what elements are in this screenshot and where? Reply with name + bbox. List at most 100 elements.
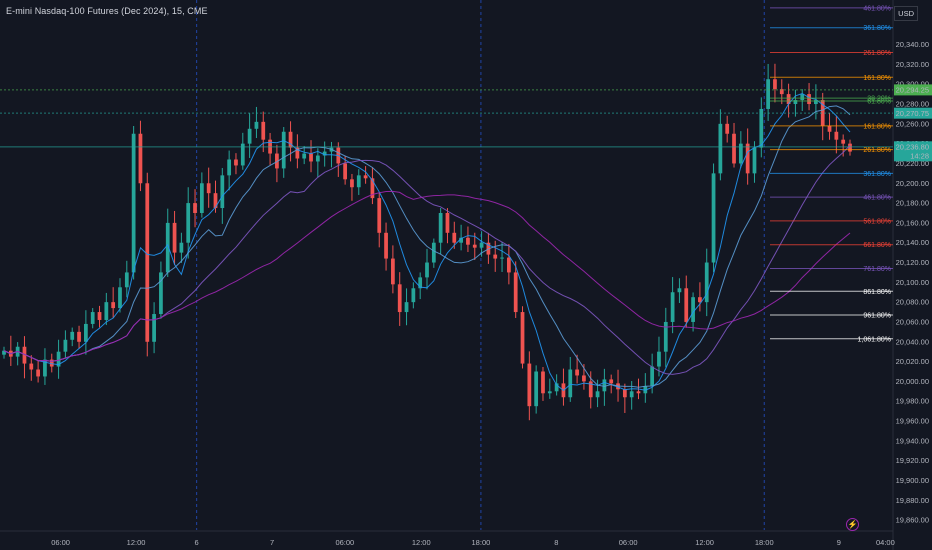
fib-level-label: 561.80%	[863, 218, 891, 225]
time-axis-tick: 9	[836, 538, 841, 547]
time-axis-tick: 06:00	[618, 538, 638, 547]
time-axis-tick: 06:00	[335, 538, 355, 547]
price-tag	[894, 84, 932, 96]
candle-body	[43, 359, 47, 377]
price-axis-tick: 20,100.00	[896, 278, 929, 287]
candle-body	[459, 237, 463, 243]
candle-body	[602, 379, 607, 392]
fib-level-label: 361.80%	[863, 25, 891, 32]
candle-body	[479, 242, 484, 248]
price-axis-tick: 20,300.00	[896, 80, 929, 89]
candle-body	[77, 331, 81, 342]
candle-body	[315, 155, 320, 162]
fib-level-label: 61.80%	[867, 99, 891, 106]
candle-body	[145, 183, 150, 342]
fib-level-label: 1,061.80%	[858, 336, 891, 343]
fib-level-label: 661.80%	[863, 242, 891, 249]
price-axis-tick: 20,160.00	[896, 218, 929, 227]
candle-body	[391, 258, 395, 285]
candle-body	[711, 173, 716, 263]
candle-body	[356, 175, 361, 188]
candle-body	[506, 257, 511, 273]
lightning-icon[interactable]: ⚡	[846, 518, 859, 531]
candle-body	[684, 288, 689, 322]
price-tag	[894, 141, 932, 153]
candle-body	[179, 242, 184, 253]
price-tag	[894, 107, 932, 119]
candle-body	[547, 391, 552, 394]
candle-body	[554, 383, 559, 392]
candle-body	[807, 94, 811, 105]
candle-body	[2, 350, 6, 355]
candle-body	[159, 272, 163, 315]
candle-body	[281, 131, 286, 169]
candle-body	[22, 346, 27, 364]
candle-body	[575, 369, 579, 376]
chart-title: E-mini Nasdaq-100 Futures (Dec 2024), 15…	[6, 6, 208, 16]
price-tag-label: 14:28	[910, 152, 929, 161]
candle-body	[275, 153, 279, 169]
candle-body	[568, 369, 573, 398]
candle-body	[425, 262, 429, 278]
candle-body	[152, 314, 156, 342]
candle-body	[83, 323, 88, 342]
candle-body	[411, 288, 416, 303]
time-axis-tick: 8	[554, 538, 559, 547]
candle-body	[622, 389, 627, 398]
candle-body	[745, 143, 750, 174]
fib-level-label: 161.80%	[863, 123, 891, 130]
candle-body	[247, 128, 252, 144]
candle-body	[766, 79, 771, 109]
candle-body	[138, 133, 143, 184]
candle-body	[800, 94, 805, 101]
price-axis-tick: 20,140.00	[896, 238, 929, 247]
candle-body	[493, 254, 498, 259]
candle-body	[193, 203, 197, 213]
candle-body	[657, 351, 661, 367]
candle-body	[384, 232, 388, 259]
candle-body	[322, 151, 327, 156]
time-axis-tick: 18:00	[754, 538, 774, 547]
candle-body	[759, 108, 764, 148]
price-axis-tick: 20,120.00	[896, 258, 929, 267]
candle-body	[786, 94, 791, 105]
candle-body	[404, 302, 409, 313]
candle-body	[199, 183, 204, 213]
candle-body	[261, 121, 266, 140]
candle-body	[70, 331, 75, 340]
time-axis-tick: 18:00	[471, 538, 491, 547]
candle-body	[698, 297, 702, 303]
candle-body	[63, 339, 68, 352]
candle-body	[848, 143, 852, 152]
candle-body	[186, 203, 191, 243]
price-tag	[894, 150, 932, 162]
ma-long-line	[3, 190, 851, 362]
candle-body	[752, 147, 757, 174]
candle-body	[431, 242, 436, 263]
candle-body	[309, 153, 313, 162]
candle-body	[650, 366, 655, 387]
price-axis-tick: 20,000.00	[896, 377, 929, 386]
price-axis-tick: 19,940.00	[896, 436, 929, 445]
candle-body	[377, 198, 382, 233]
price-axis-tick: 20,220.00	[896, 159, 929, 168]
time-axis-tick: 04:00	[876, 538, 895, 547]
candle-body	[288, 131, 293, 148]
price-axis-tick: 19,880.00	[896, 496, 929, 505]
candle-body	[363, 175, 368, 179]
candle-body	[254, 121, 259, 129]
price-axis-tick: 20,180.00	[896, 199, 929, 208]
candle-body	[534, 371, 539, 407]
candle-body	[118, 287, 122, 309]
candle-body	[500, 257, 504, 259]
fib-level-label: 761.80%	[863, 266, 891, 273]
price-axis-tick: 20,020.00	[896, 357, 929, 366]
currency-badge[interactable]: USD	[894, 6, 918, 21]
candle-body	[438, 212, 443, 243]
candle-body	[131, 133, 136, 273]
fib-level-label: 461.80%	[863, 195, 891, 202]
fib-level-label: 461.80%	[863, 5, 891, 12]
candle-body	[691, 297, 695, 322]
candle-body	[588, 381, 593, 398]
